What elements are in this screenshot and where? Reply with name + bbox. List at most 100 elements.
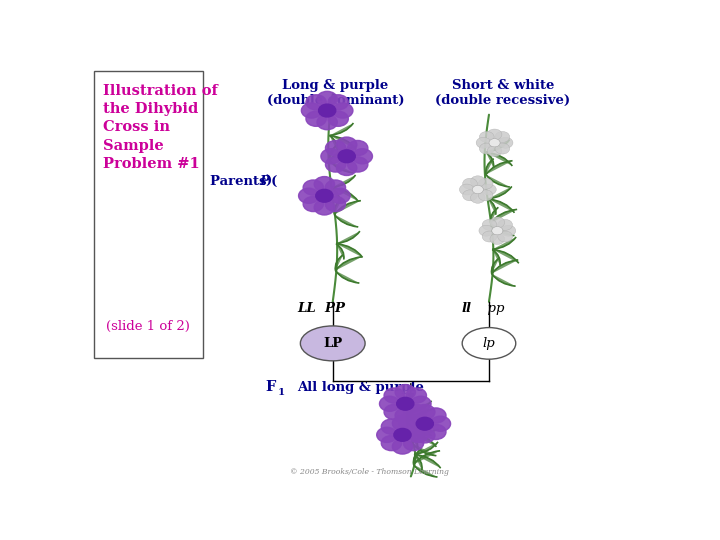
Circle shape bbox=[399, 416, 419, 431]
Text: © 2005 Brooks/Cole - Thomson Learning: © 2005 Brooks/Cole - Thomson Learning bbox=[289, 468, 449, 476]
Circle shape bbox=[426, 408, 446, 423]
Circle shape bbox=[328, 111, 348, 126]
PathPatch shape bbox=[408, 401, 431, 413]
Ellipse shape bbox=[300, 326, 365, 361]
PathPatch shape bbox=[492, 274, 516, 286]
PathPatch shape bbox=[336, 244, 363, 258]
PathPatch shape bbox=[488, 199, 515, 213]
Circle shape bbox=[314, 177, 335, 192]
Ellipse shape bbox=[462, 328, 516, 359]
Circle shape bbox=[487, 145, 502, 157]
Circle shape bbox=[480, 143, 494, 154]
Circle shape bbox=[404, 408, 424, 423]
Circle shape bbox=[394, 428, 411, 441]
PathPatch shape bbox=[490, 210, 517, 223]
PathPatch shape bbox=[413, 464, 438, 477]
Circle shape bbox=[330, 188, 350, 204]
Circle shape bbox=[325, 197, 346, 212]
PathPatch shape bbox=[492, 260, 518, 274]
Text: pp: pp bbox=[479, 301, 505, 314]
Circle shape bbox=[403, 436, 423, 451]
Circle shape bbox=[463, 190, 477, 201]
PathPatch shape bbox=[334, 214, 359, 227]
Circle shape bbox=[480, 131, 494, 143]
Circle shape bbox=[306, 94, 326, 110]
Circle shape bbox=[410, 396, 431, 411]
PathPatch shape bbox=[488, 186, 512, 199]
Circle shape bbox=[415, 404, 435, 420]
Circle shape bbox=[333, 103, 353, 118]
PathPatch shape bbox=[414, 454, 441, 468]
PathPatch shape bbox=[336, 231, 360, 244]
PathPatch shape bbox=[492, 237, 516, 249]
Circle shape bbox=[392, 439, 413, 454]
Circle shape bbox=[463, 178, 477, 189]
Circle shape bbox=[479, 225, 494, 236]
PathPatch shape bbox=[486, 174, 510, 187]
PathPatch shape bbox=[410, 433, 418, 449]
Circle shape bbox=[314, 200, 335, 215]
Circle shape bbox=[498, 231, 513, 242]
Circle shape bbox=[478, 190, 493, 201]
Circle shape bbox=[498, 137, 513, 148]
PathPatch shape bbox=[330, 145, 338, 160]
Circle shape bbox=[325, 157, 346, 172]
PathPatch shape bbox=[332, 187, 359, 201]
Circle shape bbox=[406, 404, 426, 420]
Circle shape bbox=[489, 139, 500, 147]
Circle shape bbox=[492, 227, 503, 235]
Circle shape bbox=[395, 384, 415, 400]
PathPatch shape bbox=[486, 140, 510, 152]
Circle shape bbox=[328, 94, 348, 110]
Circle shape bbox=[472, 185, 483, 194]
PathPatch shape bbox=[413, 443, 436, 456]
Circle shape bbox=[303, 197, 323, 212]
PathPatch shape bbox=[492, 249, 500, 265]
Text: Parents (: Parents ( bbox=[210, 175, 277, 188]
Circle shape bbox=[348, 140, 368, 156]
PathPatch shape bbox=[486, 152, 494, 168]
Circle shape bbox=[459, 184, 474, 195]
PathPatch shape bbox=[334, 201, 361, 214]
PathPatch shape bbox=[486, 161, 513, 174]
Circle shape bbox=[338, 150, 355, 163]
PathPatch shape bbox=[330, 160, 354, 173]
PathPatch shape bbox=[330, 136, 356, 150]
Circle shape bbox=[317, 114, 337, 130]
Circle shape bbox=[395, 408, 415, 423]
PathPatch shape bbox=[413, 429, 439, 443]
Circle shape bbox=[379, 396, 400, 411]
PathPatch shape bbox=[414, 442, 438, 454]
Text: F: F bbox=[266, 380, 276, 394]
Circle shape bbox=[306, 111, 326, 126]
Circle shape bbox=[321, 148, 341, 164]
PathPatch shape bbox=[486, 152, 513, 166]
Circle shape bbox=[325, 140, 346, 156]
PathPatch shape bbox=[408, 409, 434, 423]
Text: lp: lp bbox=[482, 337, 495, 350]
Circle shape bbox=[482, 231, 497, 242]
Circle shape bbox=[377, 427, 397, 442]
Circle shape bbox=[384, 388, 405, 403]
Circle shape bbox=[501, 225, 516, 236]
Circle shape bbox=[416, 417, 433, 430]
Circle shape bbox=[384, 404, 405, 420]
Text: LP: LP bbox=[323, 337, 342, 350]
Text: LL  PP: LL PP bbox=[297, 301, 346, 314]
Circle shape bbox=[431, 416, 451, 431]
Circle shape bbox=[392, 416, 413, 431]
PathPatch shape bbox=[332, 187, 340, 204]
PathPatch shape bbox=[492, 249, 519, 263]
Circle shape bbox=[426, 424, 446, 440]
Circle shape bbox=[408, 427, 428, 442]
PathPatch shape bbox=[492, 258, 500, 274]
Circle shape bbox=[303, 180, 323, 195]
PathPatch shape bbox=[336, 271, 359, 283]
Circle shape bbox=[382, 419, 402, 434]
Text: Short & white
(double recessive): Short & white (double recessive) bbox=[436, 79, 570, 107]
PathPatch shape bbox=[408, 407, 415, 423]
Circle shape bbox=[470, 176, 485, 187]
Circle shape bbox=[415, 428, 435, 443]
PathPatch shape bbox=[408, 413, 415, 429]
Circle shape bbox=[403, 419, 423, 434]
